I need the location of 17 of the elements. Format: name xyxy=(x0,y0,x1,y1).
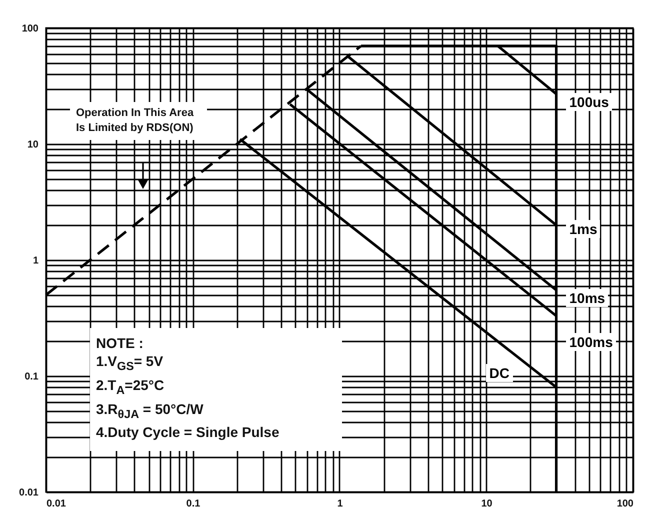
y-tick-label: 1 xyxy=(32,256,39,266)
note-box: NOTE : 1.V$_{GS}$= 5V 2.T$_{A}$=25°C 3.R$_{θJA}$ = 50°C/W 4.Duty Cycle = Single Pulse xyxy=(90,328,342,452)
x-tick-label: 100 xyxy=(616,498,634,510)
x-tick-label: 10 xyxy=(481,498,493,510)
y-tick-label: 0.01 xyxy=(19,488,39,498)
series-label: DC xyxy=(486,364,512,382)
y-tick-label: 100 xyxy=(22,24,39,34)
note-box: Operation In This Area Is Limited by RDS(ON) xyxy=(70,102,207,140)
series-label: 1ms xyxy=(566,220,600,238)
x-tick-label: 0.1 xyxy=(186,498,201,510)
x-tick-label: 1 xyxy=(337,498,344,510)
y-tick-label: 10 xyxy=(27,140,39,150)
x-tick-label: 0.01 xyxy=(46,498,66,510)
series-label: 100us xyxy=(566,92,612,111)
series-label: 100ms xyxy=(566,332,616,351)
series-label: 10ms xyxy=(566,289,608,308)
y-tick-label: 0.1 xyxy=(24,372,39,382)
